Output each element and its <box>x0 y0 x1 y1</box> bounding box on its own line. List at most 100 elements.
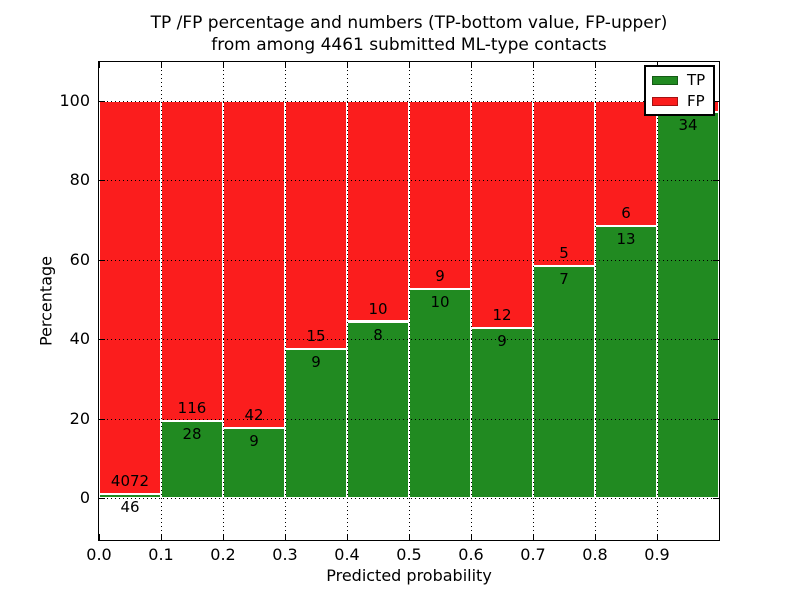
y-tick-label-80: 80 <box>69 170 90 190</box>
gridline-v-2 <box>223 62 224 540</box>
x-tick-bottom-4 <box>347 534 348 540</box>
tp-count-label-9: 34 <box>678 115 698 134</box>
bar-segment-fp-0 <box>99 100 161 494</box>
x-tick-label-0.9: 0.9 <box>644 545 670 564</box>
x-tick-top-0 <box>99 62 100 68</box>
y-tick-left-60 <box>99 259 105 261</box>
x-tick-label-0.3: 0.3 <box>272 545 298 564</box>
fp-count-label-0: 4072 <box>110 471 150 490</box>
bar-segment-fp-7 <box>533 100 595 267</box>
bar-segment-tp-3 <box>285 349 347 499</box>
bar-segment-tp-5 <box>409 288 471 499</box>
fp-count-label-3: 15 <box>306 327 326 346</box>
y-tick-label-40: 40 <box>69 329 90 349</box>
x-tick-label-0.7: 0.7 <box>520 545 546 564</box>
bar-segment-tp-4 <box>347 321 409 499</box>
tp-count-label-7: 7 <box>559 270 569 289</box>
x-tick-bottom-5 <box>409 534 410 540</box>
y-tick-right-40 <box>713 339 719 341</box>
fp-count-label-1: 116 <box>177 398 207 417</box>
y-tick-right-80 <box>713 180 719 182</box>
gridline-v-6 <box>471 62 472 540</box>
plot-area: 4072461162842915910891012957613134 <box>98 61 720 541</box>
x-tick-bottom-2 <box>223 534 224 540</box>
bar-segment-tp-7 <box>533 266 595 499</box>
x-tick-label-0.4: 0.4 <box>334 545 360 564</box>
x-tick-labels: 0.0 0.1 0.2 0.3 0.4 0.5 0.6 0.7 0.8 0.9 <box>86 545 719 566</box>
x-tick-label-0.0: 0.0 <box>86 545 112 564</box>
tp-swatch-icon <box>652 76 678 85</box>
x-axis-label: Predicted probability <box>326 566 492 585</box>
tp-count-label-8: 13 <box>616 230 636 249</box>
y-tick-label-20: 20 <box>69 408 90 428</box>
x-tick-bottom-9 <box>657 534 658 540</box>
tp-count-label-4: 8 <box>373 325 383 344</box>
gridline-v-8 <box>595 62 596 540</box>
fp-count-label-2: 42 <box>244 406 264 425</box>
x-tick-top-1 <box>161 62 162 68</box>
chart-title-line2: from among 4461 submitted ML-type contac… <box>211 35 607 55</box>
y-tick-left-0 <box>99 498 105 500</box>
x-tick-bottom-7 <box>533 534 534 540</box>
tp-count-label-5: 10 <box>430 292 450 311</box>
bar-segment-tp-6 <box>471 327 533 499</box>
tp-count-label-0: 46 <box>120 497 140 516</box>
bar-segment-tp-0 <box>99 493 161 499</box>
fp-swatch-icon <box>652 97 678 106</box>
chart-title-line1: TP /FP percentage and numbers (TP-bottom… <box>150 13 668 33</box>
fp-count-label-7: 5 <box>559 244 569 263</box>
y-tick-label-60: 60 <box>69 249 90 269</box>
legend-label-fp: FP <box>687 92 705 110</box>
y-tick-left-20 <box>99 418 105 420</box>
x-tick-top-3 <box>285 62 286 68</box>
y-tick-left-40 <box>99 339 105 341</box>
x-tick-top-6 <box>471 62 472 68</box>
legend-item-fp: FP <box>652 94 707 109</box>
y-tick-right-60 <box>713 259 719 261</box>
tp-count-label-3: 9 <box>311 353 321 372</box>
y-tick-right-100 <box>713 100 719 102</box>
y-tick-left-80 <box>99 180 105 182</box>
x-tick-label-0.5: 0.5 <box>396 545 422 564</box>
gridline-v-5 <box>409 62 410 540</box>
x-tick-bottom-3 <box>285 534 286 540</box>
x-tick-top-7 <box>533 62 534 68</box>
y-tick-left-100 <box>99 100 105 102</box>
bar-segment-fp-1 <box>161 100 223 421</box>
y-tick-labels: 0 20 40 60 80 100 <box>0 62 92 540</box>
y-tick-label-0: 0 <box>79 488 90 508</box>
x-tick-top-8 <box>595 62 596 68</box>
legend-label-tp: TP <box>687 71 706 89</box>
bar-segment-tp-8 <box>595 226 657 499</box>
x-tick-bottom-6 <box>471 534 472 540</box>
plot-content: 4072461162842915910891012957613134 <box>99 62 719 540</box>
x-tick-label-0.6: 0.6 <box>458 545 484 564</box>
tp-count-label-2: 9 <box>249 432 259 451</box>
gridline-v-4 <box>347 62 348 540</box>
bar-segment-tp-1 <box>161 420 223 499</box>
gridline-v-3 <box>285 62 286 540</box>
x-tick-bottom-0 <box>99 534 100 540</box>
fp-count-label-8: 6 <box>621 204 631 223</box>
y-tick-right-0 <box>713 498 719 500</box>
bar-segment-fp-3 <box>285 100 347 350</box>
x-tick-bottom-8 <box>595 534 596 540</box>
fp-count-label-5: 9 <box>435 266 445 285</box>
x-tick-top-4 <box>347 62 348 68</box>
legend: TP FP <box>644 65 715 116</box>
gridline-v-1 <box>161 62 162 540</box>
tp-count-label-6: 9 <box>497 331 507 350</box>
bar-segment-fp-6 <box>471 100 533 328</box>
gridline-v-9 <box>657 62 658 540</box>
bar-segment-fp-2 <box>223 100 285 429</box>
bar-segment-fp-4 <box>347 100 409 322</box>
gridline-v-7 <box>533 62 534 540</box>
x-tick-top-2 <box>223 62 224 68</box>
tp-count-label-1: 28 <box>182 424 202 443</box>
x-tick-label-0.8: 0.8 <box>582 545 608 564</box>
y-tick-right-20 <box>713 418 719 420</box>
legend-item-tp: TP <box>652 73 707 88</box>
bar-segment-fp-5 <box>409 100 471 289</box>
bar-segment-tp-9 <box>657 111 719 499</box>
